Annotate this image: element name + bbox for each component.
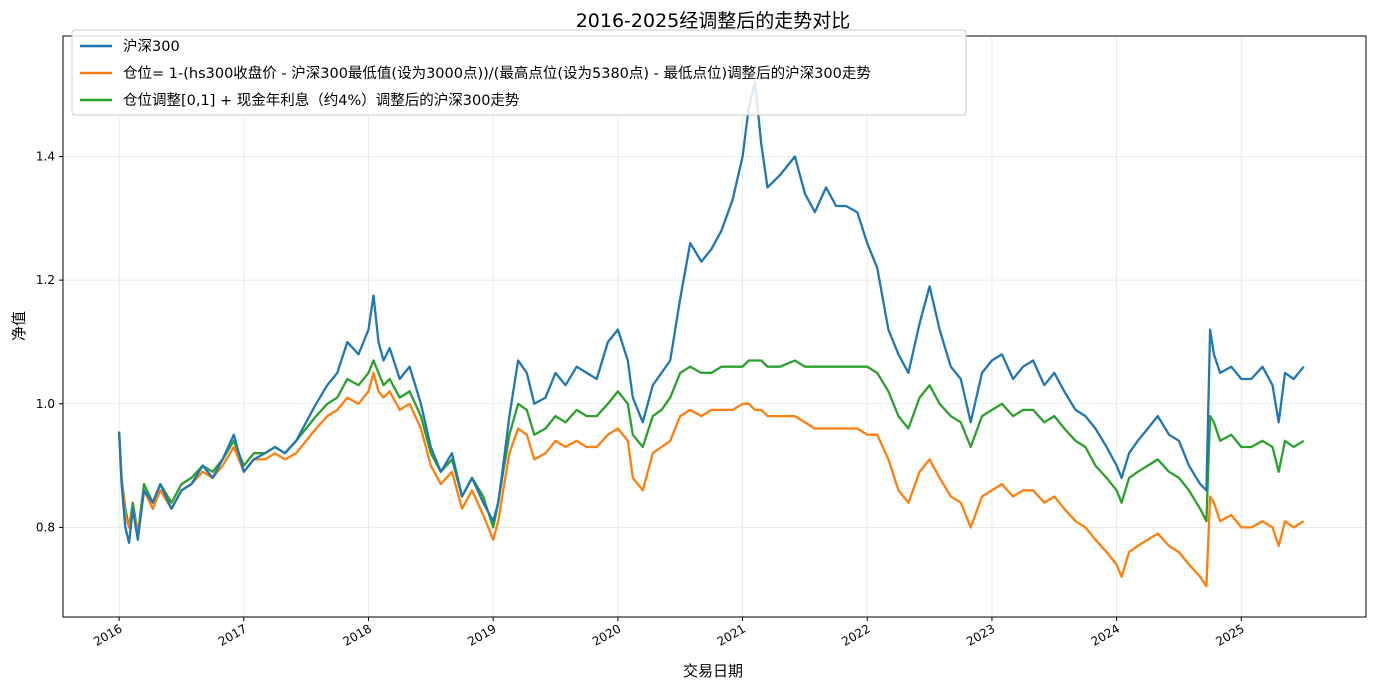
x-axis-label: 交易日期: [683, 662, 743, 680]
x-tick-label: 2018: [341, 621, 374, 648]
grid: [63, 36, 1366, 617]
y-axis: 0.8 1.0 1.2 1.4: [36, 150, 63, 534]
series-line-1: [117, 371, 1305, 588]
x-tick-label: 2024: [1089, 621, 1122, 648]
x-tick-label: 2025: [1213, 621, 1246, 648]
y-tick-label: 1.0: [36, 397, 55, 411]
series-line-2: [117, 359, 1305, 535]
legend-label-0: 沪深300: [123, 38, 180, 55]
plot-frame: [62, 35, 1367, 618]
x-tick-label: 2019: [465, 621, 498, 648]
y-tick-label: 1.4: [36, 150, 55, 164]
chart-title: 2016-2025经调整后的走势对比: [576, 10, 851, 32]
x-axis: 2016 2017 2018 2019 2020 2021 2022 2023 2024 2025: [91, 617, 1247, 649]
x-tick-label: 2020: [590, 621, 623, 648]
y-axis-label: 净值: [10, 311, 28, 341]
legend: 沪深300 仓位= 1-(hs300收盘价 - 沪深300最低值(设为3000点)…: [71, 29, 967, 116]
y-tick-label: 0.8: [36, 520, 55, 534]
series-line-0: [117, 81, 1305, 544]
x-tick-label: 2017: [216, 621, 249, 648]
series-layer: [117, 81, 1305, 588]
y-tick-label: 1.2: [36, 273, 55, 287]
legend-label-1: 仓位= 1-(hs300收盘价 - 沪深300最低值(设为3000点))/(最高…: [123, 64, 871, 82]
x-tick-label: 2022: [839, 621, 872, 648]
legend-box: [71, 29, 967, 116]
legend-label-2: 仓位调整[0,1] + 现金年利息（约4%）调整后的沪深300走势: [123, 92, 519, 109]
x-tick-label: 2016: [91, 621, 124, 648]
x-tick-label: 2021: [715, 621, 748, 648]
x-tick-label: 2023: [964, 621, 997, 648]
